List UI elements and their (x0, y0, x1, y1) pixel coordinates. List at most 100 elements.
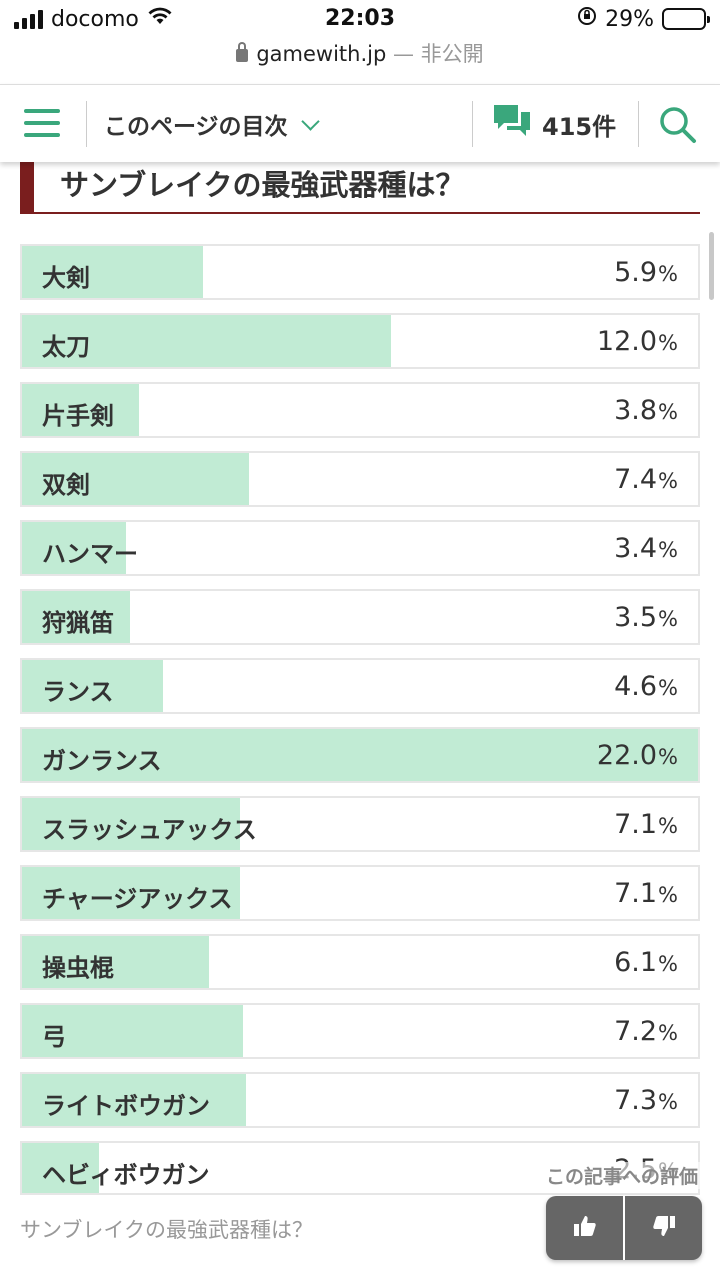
poll-bar-fill (22, 453, 250, 505)
comment-icon (492, 103, 532, 145)
heading-title: サンブレイクの最強武器種は？ (60, 168, 465, 202)
poll-bar-fill (22, 798, 241, 850)
percent-unit: % (658, 1021, 678, 1045)
percent-unit: % (658, 607, 678, 631)
chevron-down-icon (300, 111, 320, 131)
percent-unit: % (658, 538, 678, 562)
percent-unit: % (658, 883, 678, 907)
poll-option[interactable]: 弓 7.2% (20, 1003, 700, 1059)
percent-unit: % (658, 952, 678, 976)
comment-count: 415件 (542, 112, 617, 141)
poll-option-label: ライトボウガン (42, 1092, 210, 1120)
poll-option[interactable]: ハンマー 3.4% (20, 520, 700, 576)
percent-value: 3.5 (614, 602, 658, 633)
toc-button[interactable]: このページの目次 (104, 107, 320, 141)
poll-option-label: ランス (42, 678, 114, 706)
poll-option[interactable]: 太刀 12.0% (20, 313, 700, 369)
lock-icon (236, 42, 249, 62)
carrier-name: docomo (51, 6, 139, 32)
poll-option[interactable]: チャージアックス 7.1% (20, 865, 700, 921)
percent-value: 3.4 (614, 533, 658, 564)
clock: 22:03 (324, 6, 396, 31)
orientation-lock-icon (577, 6, 597, 32)
poll-bar-fill (22, 384, 139, 436)
poll-option-percent: 3.4% (614, 533, 678, 564)
percent-unit: % (658, 400, 678, 424)
poll-option-label: ハンマー (42, 540, 138, 568)
poll-option-label: ヘビィボウガン (42, 1161, 210, 1189)
poll-option-label: 弓 (42, 1023, 66, 1051)
url-separator: — (392, 42, 414, 66)
scroll-indicator[interactable] (709, 232, 714, 300)
poll-bar-fill (22, 729, 698, 781)
poll-option-label: チャージアックス (42, 885, 233, 913)
menu-icon[interactable] (24, 109, 60, 137)
thumbs-down-icon (651, 1213, 677, 1243)
thumbs-up-icon (572, 1213, 598, 1243)
battery-icon (662, 8, 710, 30)
site-header: このページの目次 415件 (0, 84, 720, 162)
poll-option-percent: 7.3% (614, 1085, 678, 1116)
percent-unit: % (658, 814, 678, 838)
rating-divider (623, 1196, 625, 1260)
poll-option-label: 大剣 (42, 264, 90, 292)
percent-unit: % (658, 262, 678, 286)
poll-option-percent: 4.6% (614, 671, 678, 702)
poll-option-percent: 7.1% (614, 809, 678, 840)
search-icon[interactable] (658, 105, 698, 145)
poll-option-percent: 22.0% (597, 740, 678, 771)
poll-option[interactable]: ガンランス 22.0% (20, 727, 700, 783)
poll-bar-fill (22, 591, 130, 643)
poll-option[interactable]: 双剣 7.4% (20, 451, 700, 507)
poll-option[interactable]: 狩猟笛 3.5% (20, 589, 700, 645)
poll-option-label: ガンランス (42, 747, 162, 775)
rating-buttons (546, 1196, 702, 1260)
heading-accent-bar (20, 158, 34, 214)
percent-unit: % (658, 1090, 678, 1114)
poll-bar-fill (22, 936, 210, 988)
poll-bar-fill (22, 867, 241, 919)
status-left: docomo (14, 6, 173, 32)
status-right: 29% (577, 6, 710, 32)
percent-value: 7.3 (614, 1085, 658, 1116)
url-bar[interactable]: gamewith.jp — 非公開 (0, 38, 720, 74)
percent-value: 3.8 (614, 395, 658, 426)
divider (86, 101, 87, 147)
url-privacy: 非公開 (420, 42, 484, 66)
percent-unit: % (658, 469, 678, 493)
poll-option-percent: 6.1% (614, 947, 678, 978)
url-domain: gamewith.jp (256, 42, 387, 66)
signal-icon (14, 9, 43, 29)
poll-option[interactable]: 操虫棍 6.1% (20, 934, 700, 990)
poll-option-percent: 3.8% (614, 395, 678, 426)
percent-value: 7.1 (614, 878, 658, 909)
divider (638, 101, 639, 147)
percent-value: 4.6 (614, 671, 658, 702)
thumbs-down-button[interactable] (625, 1196, 702, 1260)
percent-unit: % (658, 676, 678, 700)
poll-option-percent: 7.1% (614, 878, 678, 909)
poll-option-percent: 7.4% (614, 464, 678, 495)
wifi-icon (147, 6, 173, 32)
poll-bar-fill (22, 1005, 244, 1057)
poll-option-percent: 12.0% (597, 326, 678, 357)
poll-option[interactable]: 大剣 5.9% (20, 244, 700, 300)
poll-option-label: 操虫棍 (42, 954, 114, 982)
thumbs-up-button[interactable] (546, 1196, 623, 1260)
percent-value: 7.1 (614, 809, 658, 840)
poll-bar-fill (22, 315, 391, 367)
poll-caption: サンブレイクの最強武器種は？ (20, 1218, 313, 1242)
battery-percent: 29% (605, 6, 654, 32)
poll-option-percent: 3.5% (614, 602, 678, 633)
status-bar: docomo 22:03 29% (0, 0, 720, 40)
poll-option[interactable]: 片手剣 3.8% (20, 382, 700, 438)
poll-option[interactable]: ランス 4.6% (20, 658, 700, 714)
section-heading: サンブレイクの最強武器種は？ (20, 158, 700, 214)
poll-option[interactable]: スラッシュアックス 7.1% (20, 796, 700, 852)
poll-option[interactable]: ライトボウガン 7.3% (20, 1072, 700, 1128)
comments-button[interactable]: 415件 (492, 103, 616, 145)
poll-option-label: 狩猟笛 (42, 609, 114, 637)
poll-bar-fill (22, 1143, 99, 1193)
poll-bar-fill (22, 246, 204, 298)
poll-option-percent: 5.9% (614, 257, 678, 288)
